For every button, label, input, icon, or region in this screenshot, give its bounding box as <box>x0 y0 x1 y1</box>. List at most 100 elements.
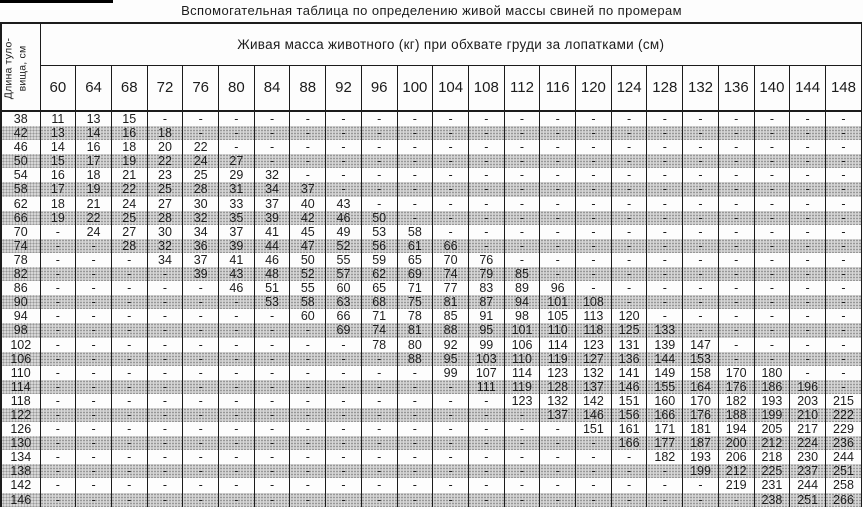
cell-66-68: 25 <box>110 210 148 225</box>
cell-74-76: 36 <box>182 238 219 253</box>
cell-106-120: 127 <box>575 351 612 366</box>
table-row-70: 70-24 27 30 34 37 41 45 49 53 58- - - - - - - - - - - - <box>1 224 862 239</box>
cell-74-120: - <box>575 238 612 253</box>
cell-38-148: - <box>824 111 862 127</box>
cell-86-136: - <box>717 281 755 296</box>
cell-106-144: - <box>789 351 826 366</box>
cell-94-92: 66 <box>325 309 362 324</box>
cell-74-88: 47 <box>289 238 326 253</box>
cell-54-120: - <box>575 168 612 183</box>
cell-66-64: 22 <box>75 210 112 225</box>
cell-66-104: - <box>432 210 469 225</box>
cell-118-136: 182 <box>717 393 755 408</box>
cell-98-108: 95 <box>467 323 505 338</box>
cell-102-148: - <box>824 337 862 352</box>
cell-98-60: - <box>39 323 76 338</box>
cell-90-120: 108 <box>575 295 612 310</box>
cell-122-84: - <box>253 407 290 423</box>
cell-130-100: - <box>396 436 433 451</box>
cell-130-132: 187 <box>682 436 719 451</box>
cell-106-140: - <box>753 351 790 366</box>
cell-98-104: 88 <box>432 323 469 338</box>
col-header-112: 112 <box>503 65 540 112</box>
cell-50-144: - <box>789 154 826 169</box>
cell-106-112: 110 <box>503 351 540 366</box>
cell-98-124: 125 <box>610 323 647 338</box>
cell-122-88: - <box>289 407 326 423</box>
cell-126-108: - <box>467 422 505 437</box>
corner-label-line2: вища, см <box>15 45 28 91</box>
cell-138-140: 225 <box>753 464 790 479</box>
col-header-84: 84 <box>253 65 290 112</box>
cell-126-88: - <box>289 422 326 437</box>
cell-62-88: 40 <box>289 196 326 211</box>
cell-126-92: - <box>325 422 362 437</box>
cell-82-80: 43 <box>218 267 255 282</box>
cell-82-148: - <box>824 267 862 282</box>
row-label-90: 90 <box>1 295 40 310</box>
cell-102-64: - <box>75 337 112 352</box>
cell-118-108: - <box>467 393 505 408</box>
cell-138-72: - <box>146 464 183 479</box>
cell-62-68: 24 <box>110 196 148 211</box>
row-label-130: 130 <box>1 436 40 451</box>
cell-94-112: 98 <box>503 309 540 324</box>
cell-54-64: 18 <box>75 168 112 183</box>
cell-70-144: - <box>789 224 826 239</box>
cell-42-112: - <box>503 126 540 141</box>
cell-78-128: - <box>646 252 683 268</box>
cell-126-120: 151 <box>575 422 612 437</box>
cell-130-104: - <box>432 436 469 451</box>
cell-50-100: - <box>396 154 433 169</box>
cell-38-104: - <box>432 111 469 127</box>
cell-78-136: - <box>717 252 755 268</box>
cell-42-96: - <box>360 126 398 141</box>
cell-82-128: - <box>646 267 683 282</box>
col-header-120: 120 <box>575 65 612 112</box>
cell-106-76: - <box>182 351 219 366</box>
cell-98-128: 133 <box>646 323 683 338</box>
cell-70-88: 45 <box>289 224 326 239</box>
cell-94-108: 91 <box>467 309 505 324</box>
cell-146-88: - <box>289 492 326 507</box>
cell-86-132: - <box>682 281 719 296</box>
cell-70-64: 24 <box>75 224 112 239</box>
cell-134-148: 244 <box>824 450 862 465</box>
cell-50-104: - <box>432 154 469 169</box>
cell-90-92: 63 <box>325 295 362 310</box>
cell-122-128: 166 <box>646 407 683 423</box>
cell-94-140: - <box>753 309 790 324</box>
cell-70-136: - <box>717 224 755 239</box>
cell-42-116: - <box>539 126 576 141</box>
cell-62-128: - <box>646 196 683 211</box>
cell-126-136: 194 <box>717 422 755 437</box>
cell-86-96: 65 <box>360 281 398 296</box>
cell-110-76: - <box>182 365 219 380</box>
cell-58-132: - <box>682 182 719 197</box>
cell-74-132: - <box>682 238 719 253</box>
cell-46-120: - <box>575 140 612 155</box>
row-label-94: 94 <box>13 309 28 324</box>
cell-106-68: - <box>110 351 148 366</box>
cell-110-96: - <box>360 365 398 380</box>
cell-94-136: - <box>717 309 755 324</box>
corner-header-body-length: Длина туло- вища, см <box>1 23 41 112</box>
cell-126-68: - <box>110 422 148 437</box>
cell-42-60: 13 <box>39 126 76 141</box>
cell-114-140: 186 <box>753 379 790 394</box>
cell-98-100: 81 <box>396 323 433 338</box>
cell-98-136: - <box>717 323 755 338</box>
table-row-50: 50 15 17 19 22 24 27- - - - - - - - - - - - - - - - - <box>1 154 862 169</box>
cell-122-72: - <box>146 407 183 423</box>
cell-142-84: - <box>253 478 290 493</box>
cell-126-144: 217 <box>789 422 826 437</box>
cell-98-68: - <box>110 323 148 338</box>
cell-118-60: - <box>39 393 76 408</box>
cell-50-132: - <box>682 154 719 169</box>
table-row-146: 146- - - - - - - - - - - - - - - - - - - -238 251 266 <box>1 492 862 507</box>
cell-78-60: - <box>39 252 76 268</box>
cell-90-100: 75 <box>396 295 433 310</box>
row-label-146: 146 <box>1 492 40 507</box>
cell-54-68: 21 <box>110 168 148 183</box>
cell-50-88: - <box>289 154 326 169</box>
